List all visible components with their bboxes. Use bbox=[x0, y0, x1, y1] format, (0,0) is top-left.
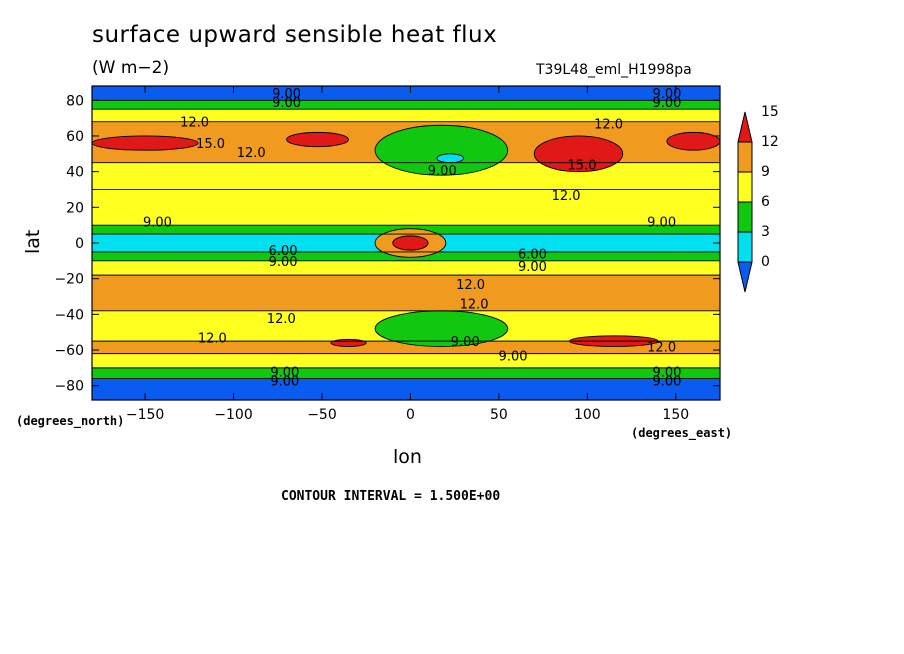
contour-band bbox=[92, 189, 720, 226]
contour-label: 9.00 bbox=[499, 349, 528, 364]
contour-label: 9.00 bbox=[652, 87, 681, 102]
contour-band bbox=[92, 109, 720, 122]
contour-label: 15.0 bbox=[568, 159, 597, 174]
contour-patch bbox=[666, 131, 720, 151]
y-tick-label: 20 bbox=[66, 200, 84, 216]
x-tick-label: −150 bbox=[126, 407, 164, 423]
x-tick-label: −50 bbox=[307, 407, 337, 423]
contour-label: 9.00 bbox=[270, 365, 299, 380]
colorbar-swatch bbox=[737, 141, 753, 173]
contour-patch bbox=[92, 135, 199, 151]
contour-label: 9.00 bbox=[272, 96, 301, 111]
contour-band bbox=[92, 100, 720, 110]
contour-band bbox=[92, 353, 720, 368]
colorbar-label: 9 bbox=[761, 164, 770, 180]
x-tick-label: 50 bbox=[490, 407, 508, 423]
contour-label: 15.0 bbox=[196, 137, 225, 152]
y-tick-label: −40 bbox=[54, 307, 84, 323]
x-tick-label: 100 bbox=[574, 407, 601, 423]
chart-units: (W m−2) bbox=[92, 58, 170, 78]
contour-band bbox=[92, 367, 720, 379]
x-unit-label: (degrees_east) bbox=[631, 426, 733, 440]
contour-patch bbox=[392, 235, 429, 251]
contour-label: 6.00 bbox=[269, 244, 298, 259]
contour-patch bbox=[436, 153, 464, 164]
contour-label: 12.0 bbox=[198, 332, 227, 347]
x-tick-label: 150 bbox=[662, 407, 689, 423]
colorbar-label: 15 bbox=[761, 104, 779, 120]
x-axis-label: lon bbox=[393, 446, 422, 468]
axis-ticks: −150 −100 −50 0 50 100 150 −80 −60 −40 −20 0 20 40 60 8… bbox=[54, 86, 720, 423]
y-tick-label: 60 bbox=[66, 129, 84, 145]
contour-label: 12.0 bbox=[647, 340, 676, 355]
contour-label: 9.00 bbox=[428, 164, 457, 179]
contour-label: 12.0 bbox=[456, 278, 485, 293]
contour-label: 12.0 bbox=[180, 116, 209, 131]
y-tick-label: 40 bbox=[66, 165, 84, 181]
contour-label: 9.00 bbox=[647, 216, 676, 231]
contour-patch bbox=[330, 338, 367, 347]
contour-band bbox=[92, 86, 720, 101]
contour-band bbox=[92, 275, 720, 311]
contour-band bbox=[92, 260, 720, 276]
contour-label: 12.0 bbox=[552, 189, 581, 204]
colorbar-swatch bbox=[737, 201, 753, 233]
contour-band bbox=[92, 341, 720, 354]
y-tick-label: −20 bbox=[54, 272, 84, 288]
contour-label: 9.00 bbox=[451, 335, 480, 350]
colorbar-label: 0 bbox=[761, 254, 770, 270]
contour-line-layer bbox=[92, 86, 720, 380]
chart-title: surface upward sensible heat flux bbox=[92, 22, 498, 48]
experiment-id: T39L48_eml_H1998pa bbox=[536, 62, 692, 78]
y-axis-label: lat bbox=[22, 229, 44, 254]
colorbar: 0 3 6 9 12 15 bbox=[737, 104, 779, 293]
contour-label: 9.00 bbox=[652, 365, 681, 380]
y-unit-label: (degrees_north) bbox=[16, 414, 125, 428]
contour-label: 12.0 bbox=[267, 312, 296, 327]
contour-label: 6.00 bbox=[518, 248, 547, 263]
contour-label: 9.00 bbox=[270, 374, 299, 389]
contour-label: 9.00 bbox=[143, 216, 172, 231]
y-tick-label: −60 bbox=[54, 343, 84, 359]
contour-band bbox=[92, 378, 720, 400]
contour-label: 9.00 bbox=[272, 87, 301, 102]
contour-interval: CONTOUR INTERVAL = 1.500E+00 bbox=[281, 489, 501, 504]
contour-patch bbox=[286, 131, 349, 148]
x-tick-label: −100 bbox=[214, 407, 252, 423]
contour-label: 9.00 bbox=[269, 255, 298, 270]
contour-label: 9.00 bbox=[518, 260, 547, 275]
y-tick-label: 0 bbox=[75, 236, 84, 252]
contour-label: 9.00 bbox=[652, 96, 681, 111]
y-tick-label: 80 bbox=[66, 93, 84, 109]
colorbar-label: 6 bbox=[761, 194, 770, 210]
contour-label: 9.00 bbox=[652, 374, 681, 389]
colorbar-label: 12 bbox=[761, 134, 779, 150]
contour-label: 12.0 bbox=[594, 117, 623, 132]
colorbar-swatch bbox=[737, 111, 753, 143]
contour-fill-layer bbox=[92, 86, 720, 400]
colorbar-label: 3 bbox=[761, 224, 770, 240]
x-tick-label: 0 bbox=[406, 407, 415, 423]
y-tick-label: −80 bbox=[54, 379, 84, 395]
colorbar-swatch bbox=[737, 231, 753, 263]
contour-label: 12.0 bbox=[460, 298, 489, 313]
colorbar-swatch bbox=[737, 261, 753, 293]
contour-label: 12.0 bbox=[237, 146, 266, 161]
colorbar-swatch bbox=[737, 171, 753, 203]
